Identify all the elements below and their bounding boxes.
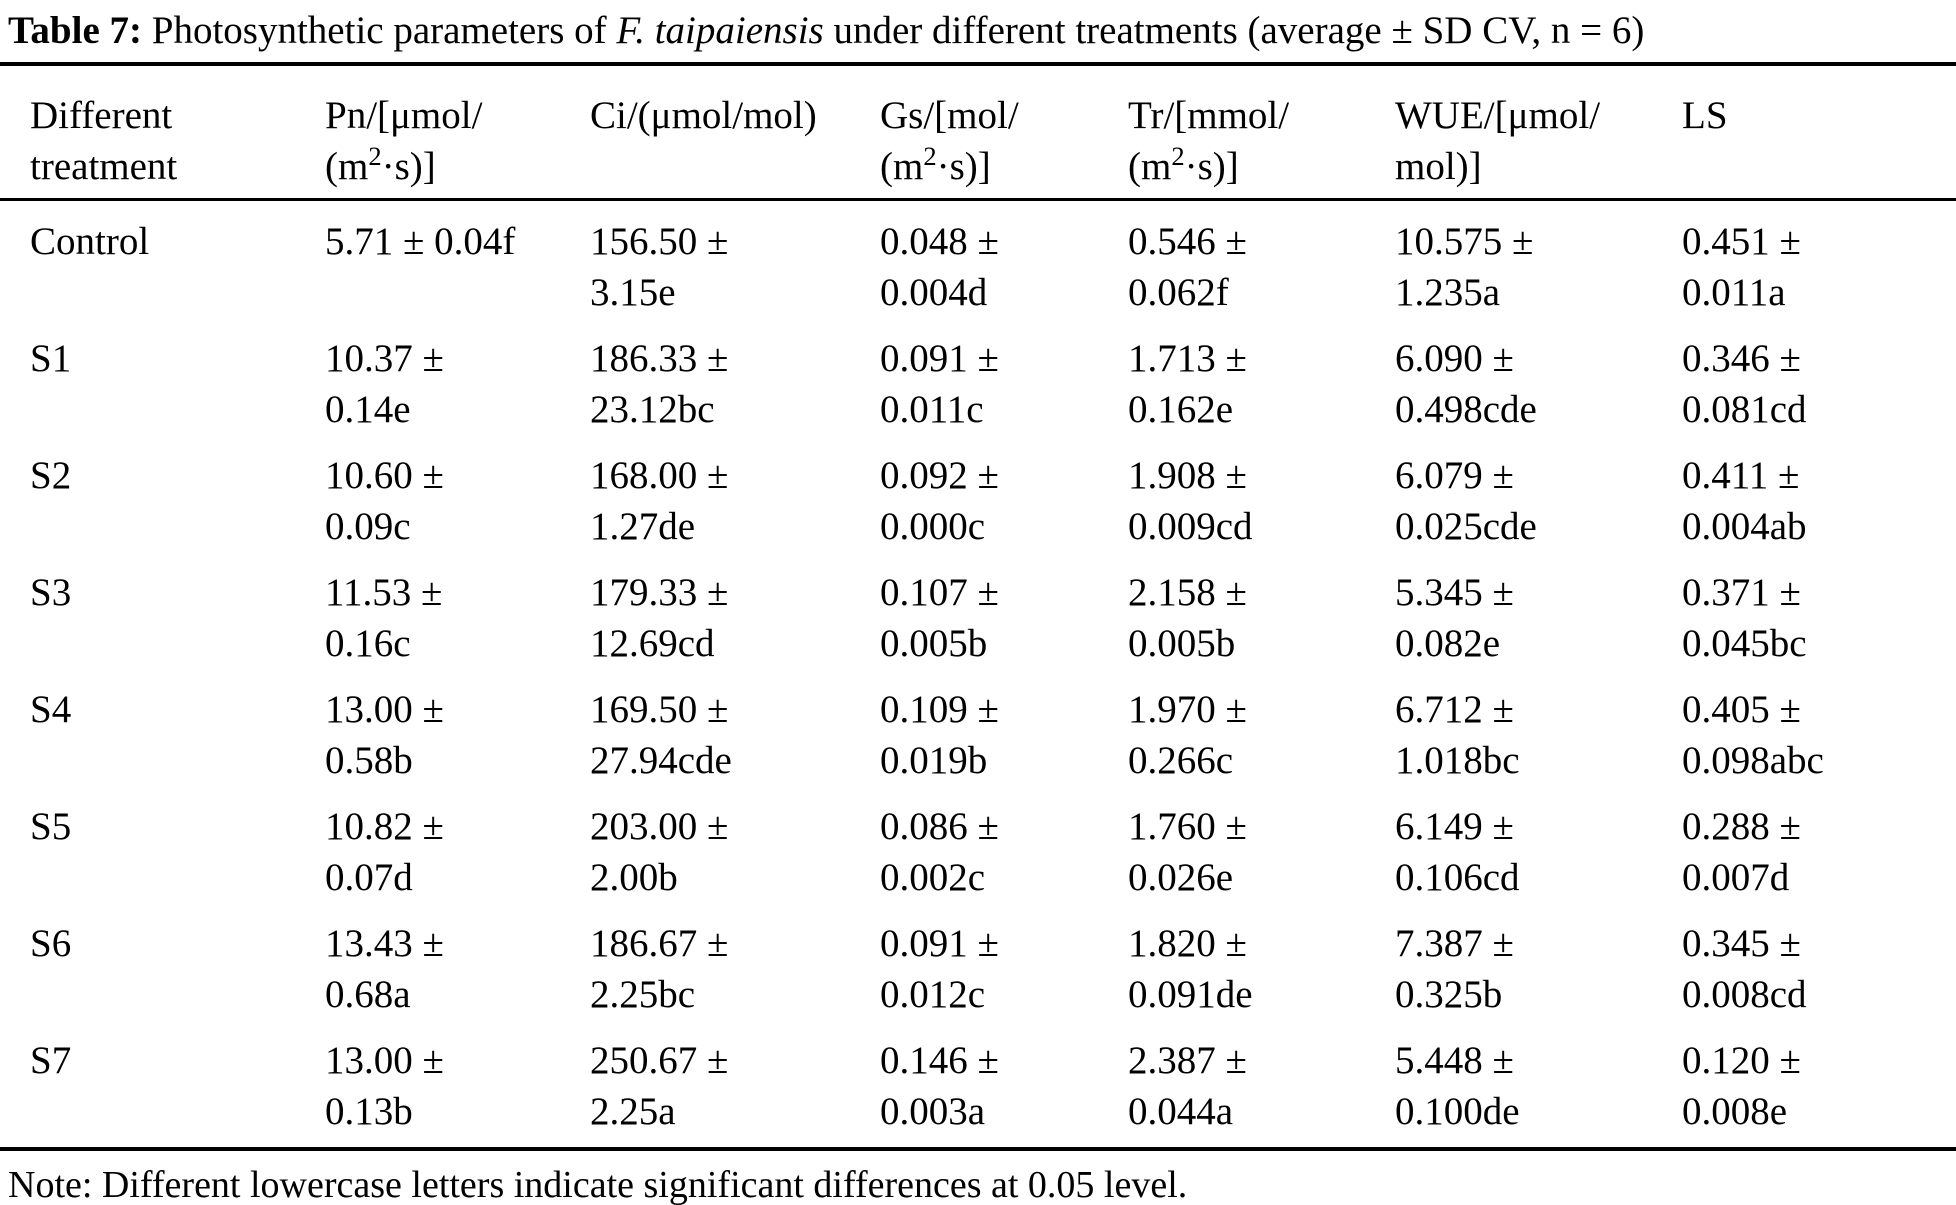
cell-ci: 169.50 ± 27.94cde bbox=[590, 688, 732, 782]
table-number-label: Table 7: bbox=[8, 9, 143, 52]
cell-ci: 168.00 ± 1.27de bbox=[590, 454, 729, 548]
cell-gs: 0.048 ± 0.004d bbox=[880, 220, 999, 314]
cell-ls: 0.288 ± 0.007d bbox=[1682, 805, 1801, 899]
table-row-s7: S7 13.00 ± 0.13b 250.67 ± 2.25a 0.146 ± … bbox=[0, 1020, 1956, 1149]
cell-tr: 0.546 ± 0.062f bbox=[1128, 220, 1247, 314]
cell-ci: 203.00 ± 2.00b bbox=[590, 805, 729, 899]
table-row-s2: S2 10.60 ± 0.09c 168.00 ± 1.27de 0.092 ±… bbox=[0, 435, 1956, 552]
cell-wue: 5.345 ± 0.082e bbox=[1395, 571, 1514, 665]
cell-treatment: S2 bbox=[30, 454, 72, 497]
cell-ci: 186.33 ± 23.12bc bbox=[590, 337, 729, 431]
column-header-pn: Pn/[μmol/ (m2·s)] bbox=[325, 94, 483, 188]
cell-treatment: Control bbox=[30, 220, 150, 263]
cell-tr: 1.713 ± 0.162e bbox=[1128, 337, 1247, 431]
table-row-s1: S1 10.37 ± 0.14e 186.33 ± 23.12bc 0.091 … bbox=[0, 318, 1956, 435]
cell-gs: 0.092 ± 0.000c bbox=[880, 454, 999, 548]
table-row-s5: S5 10.82 ± 0.07d 203.00 ± 2.00b 0.086 ± … bbox=[0, 786, 1956, 903]
table-row-control: Control 5.71 ± 0.04f 156.50 ± 3.15e 0.04… bbox=[0, 200, 1956, 319]
cell-tr: 1.820 ± 0.091de bbox=[1128, 922, 1253, 1016]
cell-treatment: S7 bbox=[30, 1039, 72, 1082]
cell-gs: 0.107 ± 0.005b bbox=[880, 571, 999, 665]
table-note: Note: Different lowercase letters indica… bbox=[8, 1164, 1188, 1205]
cell-treatment: S6 bbox=[30, 922, 72, 965]
photosynthetic-parameters-table: Different treatment Pn/[μmol/ (m2·s)] Ci… bbox=[0, 62, 1956, 1151]
cell-wue: 6.090 ± 0.498cde bbox=[1395, 337, 1537, 431]
cell-ls: 0.405 ± 0.098abc bbox=[1682, 688, 1824, 782]
table-row-s4: S4 13.00 ± 0.58b 169.50 ± 27.94cde 0.109… bbox=[0, 669, 1956, 786]
cell-ls: 0.451 ± 0.011a bbox=[1682, 220, 1801, 314]
cell-gs: 0.091 ± 0.011c bbox=[880, 337, 999, 431]
cell-ls: 0.371 ± 0.045bc bbox=[1682, 571, 1807, 665]
cell-pn: 11.53 ± 0.16c bbox=[325, 571, 443, 665]
cell-treatment: S3 bbox=[30, 571, 72, 614]
cell-ls: 0.346 ± 0.081cd bbox=[1682, 337, 1807, 431]
table-caption: Table 7: Photosynthetic parameters of F.… bbox=[0, 0, 1956, 62]
cell-pn: 13.00 ± 0.13b bbox=[325, 1039, 444, 1133]
cell-pn: 10.37 ± 0.14e bbox=[325, 337, 444, 431]
cell-gs: 0.109 ± 0.019b bbox=[880, 688, 999, 782]
caption-text-post: under different treatments (average ± SD… bbox=[823, 9, 1645, 52]
cell-treatment: S5 bbox=[30, 805, 72, 848]
cell-wue: 5.448 ± 0.100de bbox=[1395, 1039, 1520, 1133]
column-header-ci: Ci/(μmol/mol) bbox=[590, 94, 817, 137]
cell-gs: 0.146 ± 0.003a bbox=[880, 1039, 999, 1133]
cell-wue: 10.575 ± 1.235a bbox=[1395, 220, 1534, 314]
superscript-2: 2 bbox=[1171, 141, 1185, 171]
cell-treatment: S4 bbox=[30, 688, 72, 731]
column-header-gs: Gs/[mol/ (m2·s)] bbox=[880, 94, 1019, 188]
cell-pn: 5.71 ± 0.04f bbox=[325, 220, 516, 263]
column-header-ls: LS bbox=[1682, 94, 1728, 137]
cell-tr: 1.908 ± 0.009cd bbox=[1128, 454, 1253, 548]
table-row-s3: S3 11.53 ± 0.16c 179.33 ± 12.69cd 0.107 … bbox=[0, 552, 1956, 669]
caption-text-pre: Photosynthetic parameters of bbox=[142, 9, 617, 52]
cell-pn: 13.43 ± 0.68a bbox=[325, 922, 444, 1016]
cell-ci: 250.67 ± 2.25a bbox=[590, 1039, 729, 1133]
column-header-tr: Tr/[mmol/ (m2·s)] bbox=[1128, 94, 1290, 188]
cell-gs: 0.091 ± 0.012c bbox=[880, 922, 999, 1016]
cell-pn: 10.82 ± 0.07d bbox=[325, 805, 444, 899]
cell-wue: 6.149 ± 0.106cd bbox=[1395, 805, 1520, 899]
cell-gs: 0.086 ± 0.002c bbox=[880, 805, 999, 899]
column-header-wue: WUE/[μmol/ mol)] bbox=[1395, 94, 1601, 188]
cell-treatment: S1 bbox=[30, 337, 72, 380]
cell-pn: 13.00 ± 0.58b bbox=[325, 688, 444, 782]
cell-ci: 156.50 ± 3.15e bbox=[590, 220, 729, 314]
cell-ls: 0.345 ± 0.008cd bbox=[1682, 922, 1807, 1016]
superscript-2: 2 bbox=[368, 141, 382, 171]
cell-ls: 0.120 ± 0.008e bbox=[1682, 1039, 1801, 1133]
table-row-s6: S6 13.43 ± 0.68a 186.67 ± 2.25bc 0.091 ±… bbox=[0, 903, 1956, 1020]
cell-tr: 2.387 ± 0.044a bbox=[1128, 1039, 1247, 1133]
cell-wue: 6.079 ± 0.025cde bbox=[1395, 454, 1537, 548]
cell-ls: 0.411 ± 0.004ab bbox=[1682, 454, 1807, 548]
cell-ci: 186.67 ± 2.25bc bbox=[590, 922, 729, 1016]
cell-tr: 1.760 ± 0.026e bbox=[1128, 805, 1247, 899]
cell-wue: 7.387 ± 0.325b bbox=[1395, 922, 1514, 1016]
header-row: Different treatment Pn/[μmol/ (m2·s)] Ci… bbox=[0, 64, 1956, 200]
cell-tr: 1.970 ± 0.266c bbox=[1128, 688, 1247, 782]
cell-ci: 179.33 ± 12.69cd bbox=[590, 571, 729, 665]
cell-wue: 6.712 ± 1.018bc bbox=[1395, 688, 1520, 782]
superscript-2: 2 bbox=[923, 141, 937, 171]
column-header-treatment: Different treatment bbox=[30, 94, 178, 188]
cell-pn: 10.60 ± 0.09c bbox=[325, 454, 444, 548]
cell-tr: 2.158 ± 0.005b bbox=[1128, 571, 1247, 665]
species-name: F. taipaiensis bbox=[616, 9, 824, 52]
